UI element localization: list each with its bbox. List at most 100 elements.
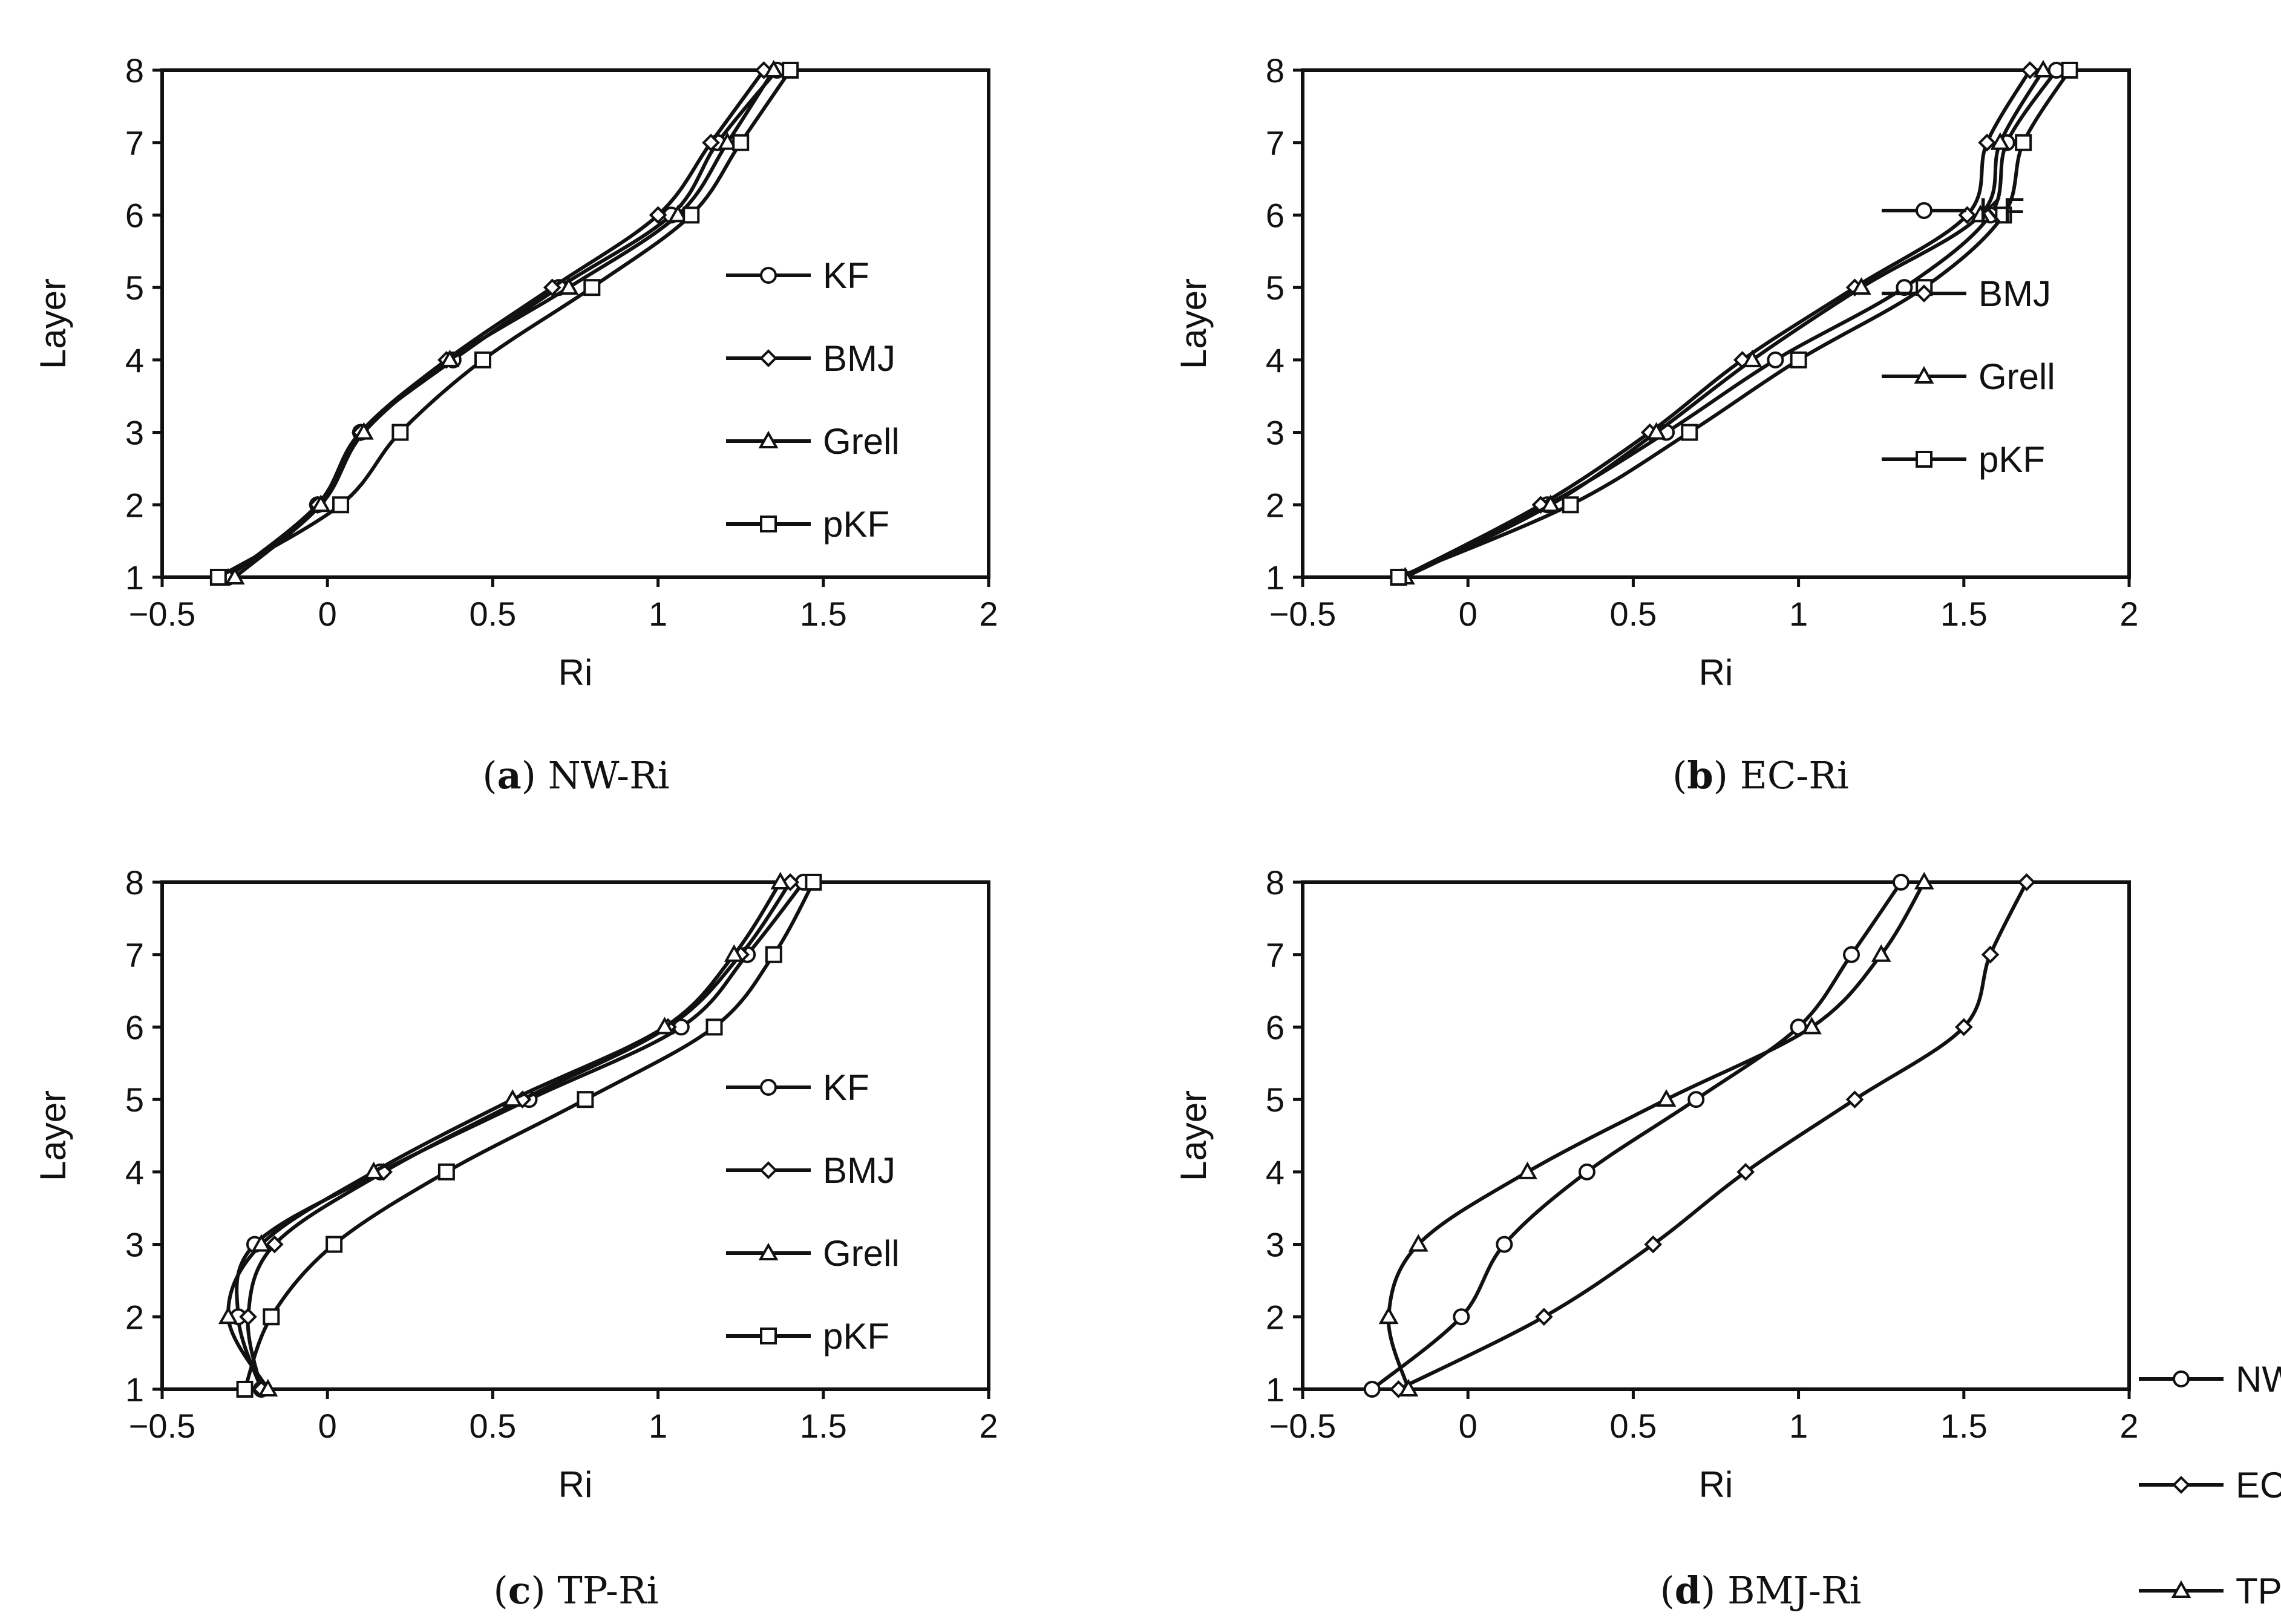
data-point-grell	[764, 59, 784, 77]
series-line-bmj	[246, 880, 793, 1391]
data-point-nw	[1892, 874, 1910, 891]
data-point-grell	[224, 566, 245, 584]
data-point-grell	[667, 205, 688, 223]
legend: KF BMJ Grell pKF	[726, 1067, 900, 1357]
caption-text: NW-Ri	[548, 753, 670, 797]
series-line-nw	[1370, 880, 1903, 1391]
legend-label: BMJ	[823, 338, 895, 379]
data-point-kf	[1767, 351, 1784, 368]
series-kf	[1393, 62, 2065, 586]
series-line-grell	[226, 880, 782, 1391]
data-point-nw	[2173, 1370, 2190, 1387]
series-kf	[229, 874, 813, 1398]
y-tick-label: 7	[1266, 124, 1284, 162]
data-point-bmj	[543, 278, 561, 296]
data-point-pkf	[326, 1236, 343, 1253]
data-point-grell	[1540, 494, 1561, 512]
x-axis-label: Ri	[1699, 652, 1733, 693]
data-point-pkf	[474, 351, 492, 368]
y-tick-label: 2	[1266, 486, 1284, 524]
chart-panel-c: −0.5 0 0.5 1 1.5 2 1 2 3 4 5 6 7 8 Ri Layer KF BMJ Grell pK…	[33, 863, 998, 1505]
legend-item-pkf: pKF	[726, 504, 889, 545]
x-tick-label: 1.5	[800, 1407, 847, 1445]
x-tick-label: 0	[1459, 1407, 1478, 1445]
x-tick-label: 1.5	[800, 595, 847, 633]
caption-letter: c	[508, 1568, 531, 1613]
legend: NW EC TP	[2139, 1359, 2281, 1611]
y-tick-label: 3	[1266, 1226, 1284, 1264]
series-tp	[1378, 871, 1934, 1396]
legend-item-tp: TP	[2139, 1571, 2281, 1611]
legend-label: KF	[823, 255, 869, 296]
data-point-bmj	[649, 206, 667, 224]
x-tick-label: 0.5	[469, 1407, 516, 1445]
legend: KF BMJ Grell pKF	[726, 255, 900, 545]
data-point-ec	[2172, 1476, 2190, 1494]
y-tick-label: 4	[1266, 1153, 1284, 1191]
x-tick-label: 0	[318, 595, 337, 633]
data-point-grell	[310, 494, 331, 512]
plot-frame	[160, 68, 990, 579]
data-point-ec	[1736, 1163, 1755, 1181]
legend-label: pKF	[1978, 439, 2045, 480]
data-point-ec	[1954, 1018, 1973, 1036]
data-point-kf	[760, 1079, 777, 1096]
data-point-grell	[758, 1242, 779, 1260]
data-point-grell	[717, 132, 738, 150]
y-axis-label: Layer	[1173, 278, 1214, 369]
x-tick-label: 2	[2119, 595, 2138, 633]
data-point-pkf	[2015, 134, 2032, 151]
series-grell	[1395, 59, 2054, 584]
y-axis-label: Layer	[1173, 1090, 1214, 1181]
x-tick-label: −0.5	[1269, 1407, 1337, 1445]
x-tick-label: 1	[649, 1407, 667, 1445]
data-point-grell	[558, 277, 579, 295]
y-tick-label: 7	[125, 124, 144, 162]
chart-panel-d: −0.5 0 0.5 1 1.5 2 1 2 3 4 5 6 7 8 Ri Layer NW EC TP	[1173, 863, 2281, 1611]
caption-a: (a) NW-Ri	[482, 753, 670, 797]
y-tick-label: 3	[125, 1226, 144, 1264]
data-point-tp	[1871, 944, 1891, 962]
legend-label: Grell	[823, 1233, 900, 1274]
legend-item-bmj: BMJ	[1882, 273, 2051, 314]
legend-label: EC	[2236, 1465, 2281, 1505]
legend-item-nw: NW	[2139, 1359, 2281, 1400]
x-axis-label: Ri	[558, 1464, 593, 1505]
series-grell	[224, 59, 784, 584]
y-tick-label: 6	[1266, 196, 1284, 234]
caption-text: EC-Ri	[1739, 753, 1849, 797]
y-tick-label: 3	[125, 414, 144, 452]
y-tick-label: 1	[125, 558, 144, 597]
x-tick-label: 0.5	[1609, 595, 1657, 633]
data-point-nw	[1363, 1381, 1381, 1398]
series-pkf	[236, 874, 822, 1398]
data-point-kf	[760, 267, 777, 284]
legend-label: KF	[1978, 191, 2025, 231]
data-point-grell	[439, 349, 460, 367]
data-point-pkf	[805, 874, 822, 891]
data-point-nw	[1843, 946, 1860, 963]
x-tick-label: 2	[979, 595, 998, 633]
series-line-kf	[235, 880, 805, 1391]
y-tick-label: 1	[125, 1370, 144, 1409]
y-tick-label: 2	[125, 1298, 144, 1336]
plot-frame	[160, 880, 990, 1391]
series-line-pkf	[243, 880, 816, 1391]
y-tick-label: 1	[1266, 558, 1284, 597]
x-tick-label: 1	[1789, 595, 1808, 633]
data-point-pkf	[236, 1381, 254, 1398]
series-line-bmj	[1399, 68, 2032, 579]
caption-text: BMJ-Ri	[1727, 1568, 1862, 1613]
y-tick-label: 6	[125, 1008, 144, 1046]
y-tick-label: 5	[1266, 1081, 1284, 1119]
data-point-grell	[1851, 277, 1871, 295]
data-point-ec	[2017, 873, 2036, 891]
data-point-pkf	[1995, 206, 2012, 224]
caption-letter: a	[497, 753, 522, 797]
x-tick-label: 2	[979, 1407, 998, 1445]
data-point-bmj	[2021, 61, 2039, 79]
data-point-pkf	[209, 569, 227, 586]
data-point-pkf	[705, 1018, 723, 1036]
y-tick-label: 2	[1266, 1298, 1284, 1336]
legend-label: pKF	[823, 504, 889, 545]
